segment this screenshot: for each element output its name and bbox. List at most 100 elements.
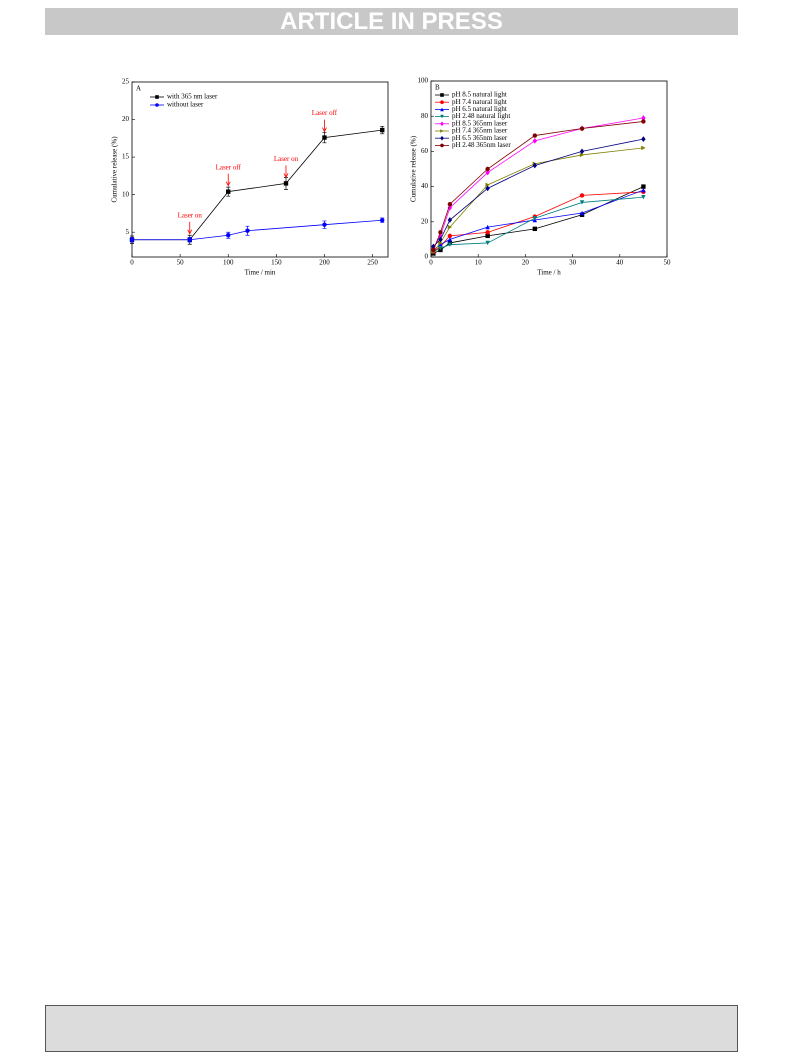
marker [485,182,490,188]
marker [226,189,231,194]
marker [447,224,453,230]
marker [438,236,443,243]
marker [485,185,490,192]
marker [579,152,585,158]
x-tick-label: 20 [522,259,530,267]
legend-label: without laser [167,101,204,109]
marker [440,114,444,119]
marker [485,230,490,235]
marker [245,228,250,233]
y-tick-label: 5 [126,228,130,236]
marker [485,233,490,239]
marker [380,127,385,133]
marker [641,136,646,142]
legend-label: pH 6.5 natural light [452,105,507,113]
legend-label: pH 2.48 365nm laser [452,141,511,149]
x-tick-label: 10 [475,259,483,267]
marker [532,137,538,144]
marker [226,233,231,238]
legend-label: pH 6.5 365nm laser [452,134,508,142]
marker [641,145,646,151]
marker [579,200,585,205]
marker [155,103,159,107]
x-axis-label: Time / min [245,269,276,277]
series-line [433,189,644,251]
annotation: Laser off [312,109,338,117]
marker [322,222,327,227]
legend-label: pH 7.4 natural light [452,98,507,106]
marker [438,246,443,251]
x-tick-label: 0 [130,259,134,267]
annotation-arrow [322,119,327,133]
marker [431,247,436,253]
marker [438,242,443,247]
marker [129,237,135,242]
x-tick-label: 30 [569,259,577,267]
annotation: Laser off [216,163,242,171]
y-tick-label: 25 [122,78,130,86]
x-tick-label: 50 [177,259,185,267]
marker [447,233,453,239]
marker [440,100,444,104]
legend-label: pH 7.4 365nm laser [452,127,508,135]
y-axis-label: Cumulative release (%) [410,135,418,202]
plot-frame [131,81,389,258]
x-axis-label: Time / h [537,269,561,277]
marker [579,126,585,131]
marker [447,242,453,247]
marker [641,184,646,189]
y-tick-label: 100 [418,77,429,85]
x-tick-label: 150 [271,259,282,267]
marker [641,187,646,193]
legend-label: pH 8.5 365nm laser [452,119,508,127]
series-line [433,138,644,247]
series-line [132,219,383,241]
marker [485,224,490,230]
plot-frame [430,80,668,258]
marker [447,217,453,223]
y-tick-label: 20 [122,115,130,123]
series-line [433,196,644,253]
marker [380,217,385,223]
marker [485,169,490,176]
marker [440,143,444,148]
marker [283,181,289,186]
marker [641,115,646,121]
y-tick-label: 40 [421,182,429,190]
y-tick-label: 0 [425,253,429,261]
x-tick-label: 200 [319,259,330,267]
marker [155,95,159,99]
legend-label: pH 8.5 natural light [452,91,507,99]
series-line [433,186,644,254]
marker [485,240,490,246]
marker [440,129,444,133]
x-tick-label: 250 [367,259,378,267]
marker [579,210,585,216]
annotation-arrow [187,221,193,235]
annotation-arrow [283,165,289,179]
legend-label: with 365 nm laser [167,93,218,101]
marker [440,93,444,97]
panel-label: B [435,84,440,92]
y-tick-label: 15 [122,153,130,161]
marker [532,226,538,232]
marker [532,133,538,138]
marker [440,121,444,127]
annotation-arrow [225,173,231,187]
marker [440,107,444,112]
y-tick-label: 10 [122,190,130,198]
marker [447,237,453,242]
marker [641,194,646,200]
header: ARTICLE IN PRESS [45,8,738,35]
marker [579,148,585,155]
marker [440,135,444,141]
marker [532,216,538,221]
annotation: Laser on [178,211,203,219]
marker [438,230,443,235]
annotation: Laser on [274,155,299,163]
marker [532,162,538,169]
marker [438,240,443,246]
footer-box [45,1005,738,1052]
